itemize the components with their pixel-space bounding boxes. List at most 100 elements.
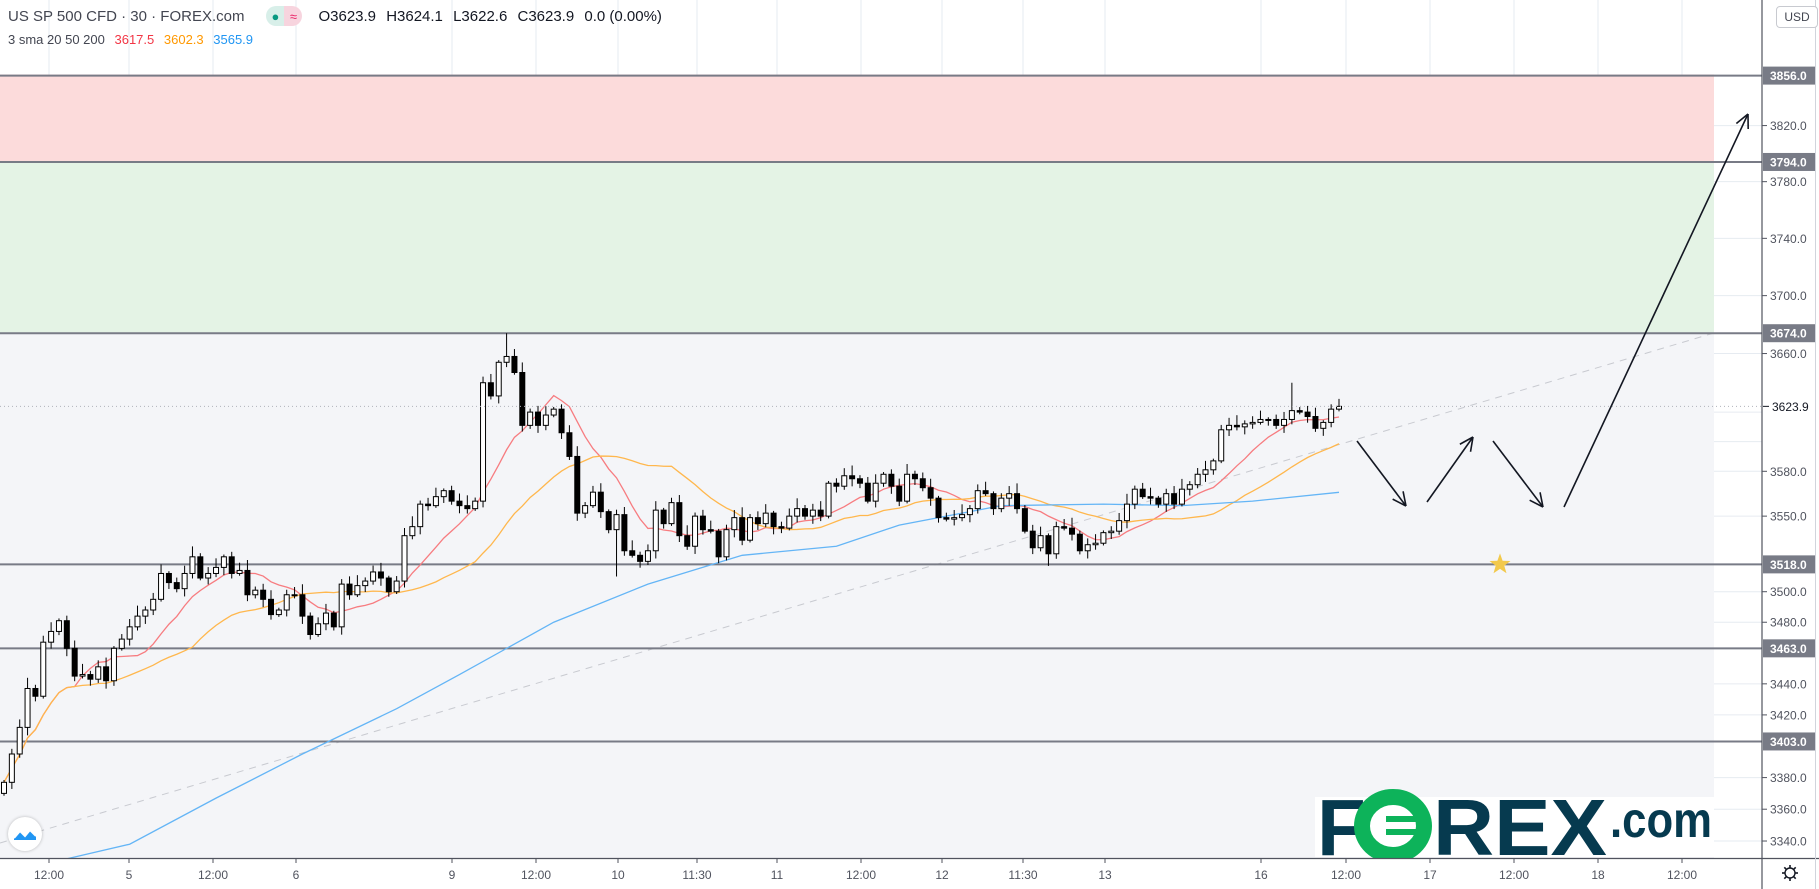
candle — [236, 562, 243, 576]
candle — [495, 360, 502, 404]
price-axis[interactable] — [1763, 0, 1819, 889]
candle-body — [668, 502, 675, 525]
level-label-box — [1763, 66, 1815, 85]
candle — [487, 373, 494, 400]
candle-body — [448, 490, 455, 502]
candle-body — [338, 583, 345, 628]
candle — [1320, 420, 1327, 436]
candle — [1202, 460, 1209, 482]
candle-body — [79, 674, 86, 677]
candle-body — [589, 491, 596, 507]
arrow-drawing[interactable] — [1426, 436, 1474, 503]
candle-body — [1241, 423, 1248, 428]
candle-body — [1014, 493, 1021, 510]
candle-body — [134, 615, 141, 628]
candle — [220, 554, 227, 576]
settings-gear-icon[interactable] — [1779, 862, 1801, 884]
time-tick-label: 13 — [1098, 868, 1112, 882]
candle — [739, 507, 746, 546]
candle — [1178, 478, 1185, 507]
symbol-title[interactable]: US SP 500 CFD · 30 · FOREX.com — [8, 7, 245, 25]
candle — [1163, 488, 1170, 512]
candle — [629, 540, 636, 558]
candle — [252, 586, 259, 599]
time-tick-label: 12:00 — [846, 868, 876, 882]
candle — [87, 670, 94, 686]
candle — [762, 504, 769, 528]
candle — [802, 505, 808, 520]
candle-body — [1312, 416, 1319, 429]
candle — [778, 521, 785, 534]
candle — [1249, 416, 1256, 429]
candle-body — [1273, 418, 1280, 426]
time-tick-label: 11 — [771, 868, 784, 882]
time-tick-label: 12:00 — [521, 868, 551, 882]
candle — [291, 586, 298, 599]
indicator-legend[interactable]: 3 sma 20 50 200 3617.5 3602.3 3565.9 — [8, 32, 259, 47]
candle-body — [87, 674, 94, 680]
time-axis[interactable] — [0, 859, 1762, 889]
arrow-head — [1459, 436, 1474, 445]
candle-body — [322, 612, 329, 625]
candle — [676, 495, 683, 543]
candle-body — [354, 585, 361, 596]
candle — [786, 508, 793, 531]
arrow-drawing[interactable] — [1492, 440, 1544, 508]
candle-body — [959, 514, 966, 519]
candle-body — [205, 572, 212, 579]
candle — [63, 615, 70, 657]
arrow-drawing[interactable] — [1563, 113, 1749, 508]
candle-body — [904, 473, 911, 502]
price-tick-label: 3780.0 — [1770, 175, 1807, 189]
candle — [1076, 530, 1083, 555]
candle-body — [1100, 532, 1107, 544]
time-tick-labels: 12:00 5 12:00 6 9 12:00 10 11:30 11 12:00 12 11:30 1… — [34, 858, 1697, 882]
candle-body — [330, 612, 337, 628]
candle-body — [597, 491, 604, 513]
price-tick-label: 3700.0 — [1770, 289, 1807, 303]
candle-body — [927, 487, 934, 499]
candle — [1265, 417, 1272, 426]
arrow-shaft — [1492, 440, 1544, 508]
horizontal-levels[interactable] — [0, 74, 1762, 743]
candle-body — [71, 647, 78, 677]
candle-body — [1336, 405, 1342, 410]
arrow-drawing[interactable] — [1356, 440, 1407, 507]
arrow-head — [1735, 113, 1749, 125]
candle-body — [731, 517, 738, 531]
candle-body — [888, 473, 895, 487]
candle-body — [919, 478, 926, 489]
candle — [1029, 524, 1036, 555]
candle-body — [165, 572, 172, 584]
status-pill[interactable]: ● ≈ — [266, 6, 303, 26]
candle — [558, 404, 565, 439]
tradingview-logo-icon[interactable] — [8, 817, 42, 851]
level-label: 3856.0 — [1770, 69, 1807, 83]
candle-body — [299, 594, 306, 617]
candle — [165, 571, 172, 589]
level-label-box — [1763, 152, 1815, 171]
time-tick-label: 9 — [449, 868, 456, 882]
time-tick-label: 11:30 — [682, 868, 711, 882]
candle — [1100, 530, 1107, 546]
candle-body — [982, 490, 989, 495]
candle — [1069, 517, 1075, 541]
candle-body — [911, 473, 918, 480]
candle — [299, 584, 306, 624]
time-tick-label: 12:00 — [1331, 868, 1361, 882]
candle — [338, 579, 345, 635]
star-icon[interactable] — [1489, 553, 1511, 574]
candle — [118, 634, 125, 651]
open-value: O3623.9 — [318, 7, 377, 25]
high-value: H3624.1 — [386, 7, 443, 25]
projection-arrows[interactable] — [1356, 113, 1749, 508]
candle — [747, 514, 754, 543]
candle — [1131, 485, 1138, 510]
currency-button[interactable]: USD — [1776, 6, 1818, 28]
candle-body — [613, 514, 620, 531]
star-marker[interactable] — [1489, 553, 1511, 574]
price-tick-label: 3500.0 — [1770, 585, 1807, 599]
candle-body — [63, 620, 70, 649]
candle — [550, 406, 557, 418]
